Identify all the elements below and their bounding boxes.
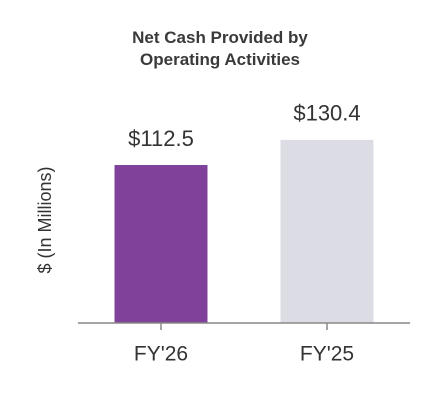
bar [280, 139, 374, 323]
title-box: Net Cash Provided by Operating Activitie… [0, 27, 440, 71]
chart-title: Net Cash Provided by Operating Activitie… [132, 28, 308, 69]
value-label: $130.4 [293, 101, 360, 126]
x-tick-label: FY'25 [300, 343, 354, 366]
value-label: $112.5 [128, 126, 194, 151]
y-axis-label: $ (In Millions) [35, 166, 55, 273]
x-tick-label: FY'26 [134, 343, 188, 366]
bar [114, 165, 208, 323]
